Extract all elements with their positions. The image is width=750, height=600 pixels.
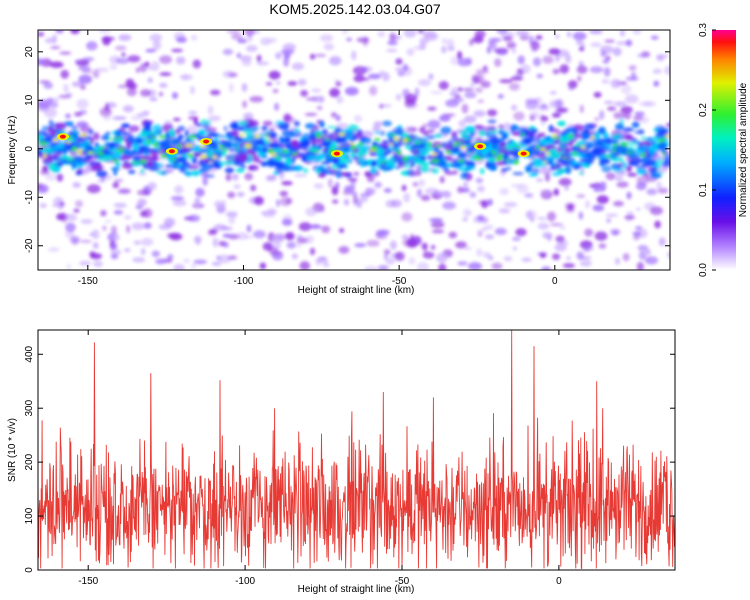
heatmap-peak [203,139,210,144]
top-xtick-label: -100 [233,276,253,287]
bottom-ytick-label: 100 [24,507,35,524]
bottom-xtick-label: -50 [395,576,410,587]
bottom-ytick-label: 0 [24,567,35,573]
top-xtick-label: -150 [78,276,98,287]
top-xtick-label: 0 [552,276,558,287]
top-ytick-label: -20 [24,238,35,253]
spectrogram-heatmap [38,30,670,270]
bottom-ytick-label: 200 [24,453,35,470]
colorbar-tick-label: 0.1 [698,183,709,197]
top-ytick-label: 0 [24,146,35,152]
top-xtick-label: -50 [392,276,407,287]
colorbar [712,30,736,270]
heatmap-peak [168,149,175,154]
colorbar-tick-label: 0.2 [698,103,709,117]
top-xlabel: Height of straight line (km) [298,285,415,296]
bottom-ytick-label: 400 [24,345,35,362]
top-plot-frame [37,29,671,271]
top-ylabel: Frequency (Hz) [7,116,18,185]
bottom-xtick-label: -150 [78,576,98,587]
bottom-xtick-label: -100 [235,576,255,587]
colorbar-tick-label: 0.3 [698,23,709,37]
chart-title: KOM5.2025.142.03.04.G07 [269,1,441,17]
colorbar-label: Normalized spectral amplitude [738,82,749,217]
heatmap-peak [520,151,527,156]
colorbar-tick-label: 0.0 [698,263,709,277]
bottom-xlabel: Height of straight line (km) [298,584,415,595]
top-ytick-label: 20 [24,46,35,58]
snr-series-line [38,330,675,569]
top-ytick-label: 10 [24,94,35,106]
top-ytick-label: -10 [24,190,35,205]
heatmap-peak [477,144,484,149]
heatmap-peak [59,134,66,139]
bottom-ylabel: SNR (10 * v/v) [7,418,18,482]
bottom-xtick-label: 0 [556,576,562,587]
bottom-plot-frame [37,329,676,571]
bottom-ytick-label: 300 [24,399,35,416]
heatmap-peak [333,151,340,156]
